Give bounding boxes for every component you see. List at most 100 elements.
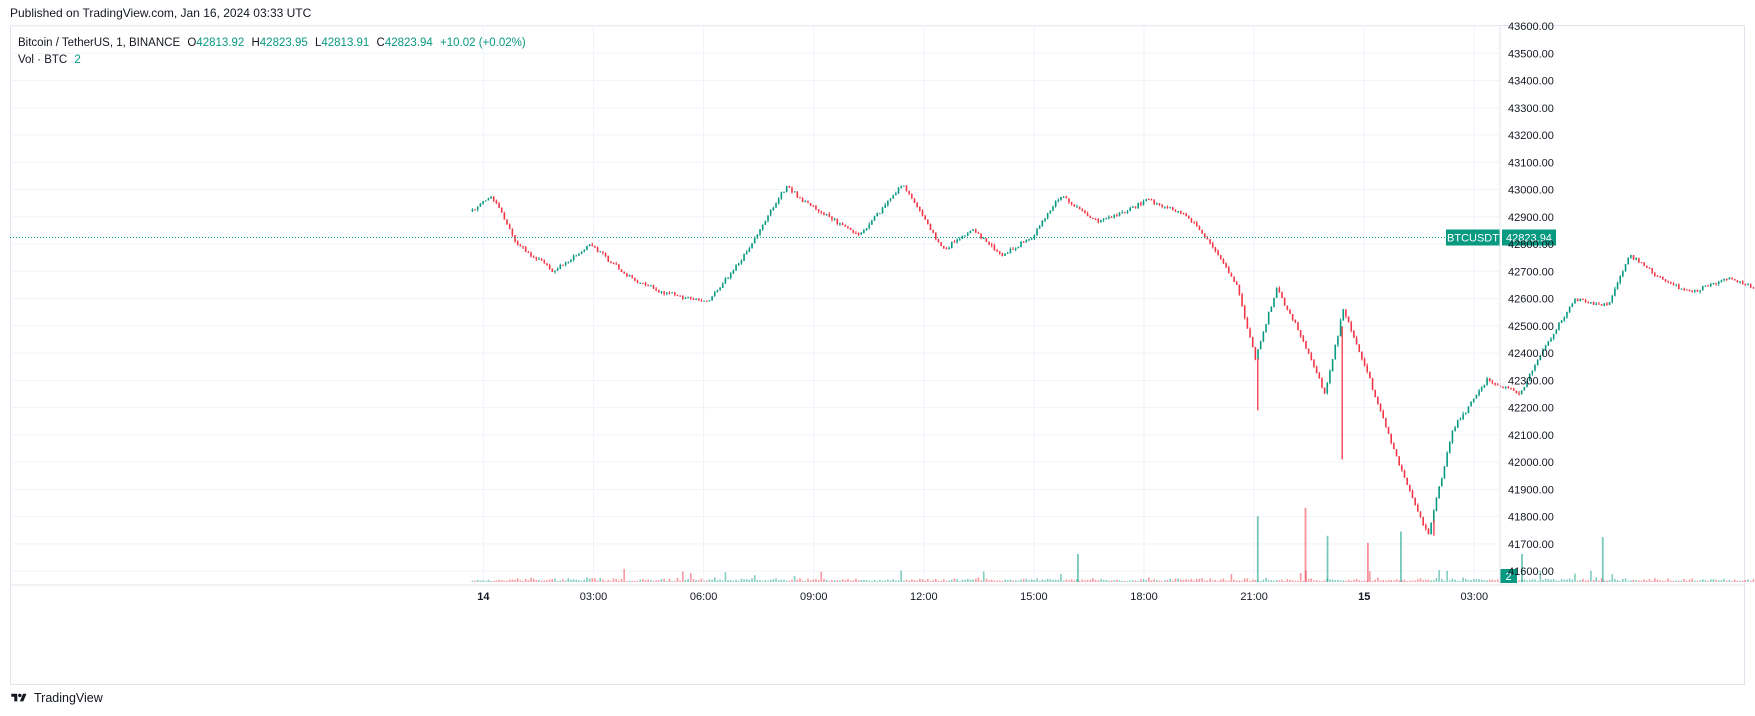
candle-body <box>1467 406 1470 414</box>
candle-body <box>1251 337 1254 348</box>
candle-body <box>876 213 879 217</box>
candle-body <box>516 241 519 246</box>
candle-body <box>724 278 727 284</box>
volume-bar <box>1321 580 1323 582</box>
volume-bar <box>1440 578 1443 582</box>
candle-body <box>1587 301 1590 303</box>
candle-body <box>1720 280 1723 282</box>
volume-bar <box>1307 579 1310 582</box>
volume-bar <box>759 580 761 582</box>
volume-bar <box>1539 570 1542 582</box>
candle-body <box>982 238 985 240</box>
legend-open-label: O <box>187 37 197 49</box>
candle-body <box>980 233 982 239</box>
candle-body <box>756 234 759 238</box>
volume-bar <box>756 580 759 582</box>
candle-body <box>940 242 942 247</box>
candle-body <box>1267 311 1270 325</box>
legend-symbol[interactable]: Bitcoin / TetherUS, 1, BINANCE <box>18 37 181 49</box>
candle-body <box>913 198 916 204</box>
candle-body <box>623 272 626 274</box>
volume-bar <box>1108 580 1110 582</box>
volume-bar <box>1259 580 1262 582</box>
volume-bar <box>1158 580 1161 582</box>
volume-bar <box>1720 580 1723 582</box>
candle-body <box>687 297 689 299</box>
candle-body <box>1102 218 1105 221</box>
candle-body <box>1520 390 1523 395</box>
volume-bar <box>1475 579 1478 582</box>
volume-bar <box>1014 580 1017 582</box>
volume-bar <box>1614 578 1616 582</box>
candle-body <box>1177 211 1179 213</box>
candle-body <box>530 252 532 257</box>
candle-body <box>841 223 844 226</box>
volume-bar-spike <box>1326 535 1329 582</box>
candle-body <box>932 230 934 233</box>
volume-bar <box>1275 580 1278 582</box>
candle-body <box>801 198 804 203</box>
volume-bar <box>1491 579 1494 582</box>
volume-bar <box>1057 579 1060 582</box>
volume-bar <box>980 580 982 582</box>
volume-bar <box>1480 579 1483 582</box>
candle-body <box>689 297 692 299</box>
volume-bar <box>876 580 879 582</box>
volume-bar <box>618 580 620 582</box>
candle-body <box>650 285 652 287</box>
candle-body <box>1390 433 1392 444</box>
candle-body <box>969 230 972 234</box>
candle-body <box>636 280 639 283</box>
candle-body <box>884 204 886 208</box>
volume-bar <box>1065 579 1068 582</box>
candle-body <box>484 200 487 202</box>
volume-bar <box>1060 573 1062 582</box>
volume-bar <box>1041 579 1044 582</box>
volume-bar <box>719 579 721 582</box>
volume-bar <box>1246 578 1249 582</box>
volume-bar <box>852 580 855 582</box>
volume-bar <box>1733 579 1736 582</box>
candle-body <box>1028 239 1030 241</box>
candle-body <box>567 261 570 263</box>
candle-body <box>1486 378 1488 385</box>
candle-body <box>1172 207 1174 211</box>
volume-bar <box>1409 580 1411 582</box>
volume-bar <box>1438 570 1440 582</box>
candle-body <box>1235 281 1238 285</box>
price-tick-label: 43300.00 <box>1508 103 1554 115</box>
candle-body <box>1313 360 1315 368</box>
volume-bar <box>993 580 996 582</box>
candle-body <box>1283 298 1286 306</box>
volume-bar <box>543 580 546 582</box>
candle-body <box>1744 283 1747 286</box>
candle-body <box>1070 202 1073 205</box>
volume-bar <box>1622 578 1624 582</box>
volume-bar <box>916 580 918 582</box>
footer-brand[interactable]: TradingView <box>34 691 103 705</box>
volume-bar <box>1118 580 1121 582</box>
candle-body <box>716 290 719 293</box>
candle-body <box>1217 251 1219 256</box>
candle-body <box>1246 317 1249 329</box>
candle-body <box>1608 301 1611 305</box>
candle-body <box>1195 222 1198 227</box>
candle-body <box>1185 213 1187 217</box>
volume-bar <box>958 580 961 582</box>
candle-body <box>1393 443 1395 450</box>
volume-bar <box>647 579 649 582</box>
candle-body <box>1097 219 1100 223</box>
volume-bar <box>567 578 570 582</box>
candle-body <box>628 275 631 277</box>
volume-bar <box>1006 580 1009 582</box>
volume-bar <box>1680 580 1683 582</box>
volume-bar <box>1086 579 1089 582</box>
candle-body <box>1092 217 1094 220</box>
candle-body <box>498 203 500 208</box>
volume-bar <box>919 578 921 582</box>
candle-body <box>1366 365 1369 372</box>
legend-volume-label[interactable]: Vol · BTC <box>18 54 68 66</box>
volume-bar <box>1456 580 1459 582</box>
volume-bar <box>921 579 924 582</box>
